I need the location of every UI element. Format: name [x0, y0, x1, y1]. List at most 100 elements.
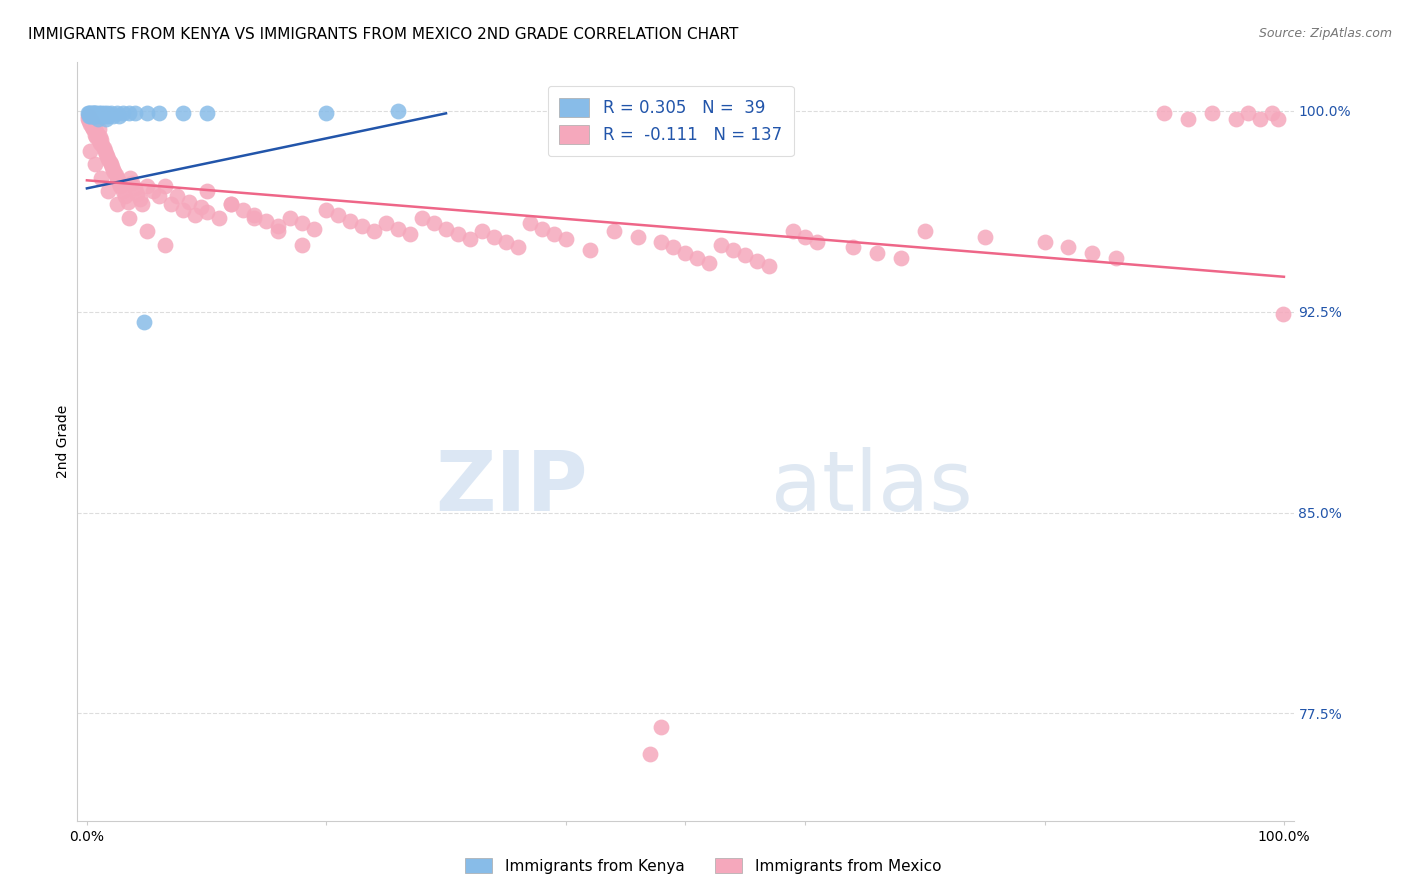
Point: [79, 144, 101, 158]
Point: [1225, 112, 1247, 126]
Legend: R = 0.305   N =  39, R =  -0.111   N = 137: R = 0.305 N = 39, R = -0.111 N = 137: [548, 86, 793, 156]
Point: [153, 237, 176, 252]
Point: [195, 106, 218, 120]
Point: [375, 216, 398, 230]
Point: [79, 109, 101, 123]
Point: [363, 224, 385, 238]
Text: ZIP: ZIP: [436, 447, 588, 527]
Point: [83, 109, 105, 123]
Point: [530, 221, 553, 235]
Point: [87, 133, 110, 147]
Point: [291, 216, 314, 230]
Point: [482, 229, 505, 244]
Point: [135, 224, 157, 238]
Point: [94, 112, 117, 126]
Point: [794, 229, 817, 244]
Point: [1057, 240, 1080, 254]
Point: [1153, 106, 1175, 120]
Point: [82, 106, 104, 120]
Point: [1201, 106, 1223, 120]
Point: [177, 194, 200, 209]
Point: [79, 114, 101, 128]
Point: [1261, 106, 1284, 120]
Point: [87, 106, 110, 120]
Y-axis label: 2nd Grade: 2nd Grade: [56, 405, 70, 478]
Point: [172, 106, 194, 120]
Point: [339, 213, 361, 227]
Point: [866, 245, 889, 260]
Point: [914, 224, 936, 238]
Point: [90, 170, 112, 185]
Point: [79, 106, 101, 120]
Point: [105, 197, 128, 211]
Point: [94, 144, 117, 158]
Point: [97, 152, 120, 166]
Point: [172, 202, 194, 217]
Point: [118, 106, 141, 120]
Point: [207, 211, 229, 225]
Point: [77, 109, 100, 123]
Point: [782, 224, 804, 238]
Point: [638, 747, 661, 761]
Point: [94, 146, 117, 161]
Point: [121, 176, 143, 190]
Point: [118, 170, 141, 185]
Point: [79, 112, 101, 126]
Point: [83, 122, 105, 136]
Point: [256, 213, 278, 227]
Point: [148, 189, 170, 203]
Point: [495, 235, 517, 249]
Point: [93, 141, 115, 155]
Point: [267, 219, 290, 233]
Point: [699, 256, 721, 270]
Point: [434, 221, 457, 235]
Point: [90, 133, 112, 147]
Point: [91, 138, 114, 153]
Point: [148, 106, 170, 120]
Point: [153, 178, 176, 193]
Legend: Immigrants from Kenya, Immigrants from Mexico: Immigrants from Kenya, Immigrants from M…: [458, 852, 948, 880]
Point: [127, 186, 149, 201]
Point: [650, 720, 672, 734]
Point: [82, 117, 104, 131]
Point: [1237, 106, 1260, 120]
Point: [89, 109, 111, 123]
Point: [135, 178, 157, 193]
Point: [890, 251, 912, 265]
Point: [96, 149, 118, 163]
Point: [84, 122, 107, 136]
Point: [806, 235, 828, 249]
Point: [82, 122, 104, 136]
Point: [124, 181, 146, 195]
Point: [315, 106, 337, 120]
Point: [190, 200, 212, 214]
Point: [159, 197, 181, 211]
Point: [86, 106, 108, 120]
Point: [231, 202, 253, 217]
Point: [399, 227, 422, 241]
Point: [79, 109, 101, 123]
Point: [387, 103, 409, 118]
Point: [103, 162, 125, 177]
Point: [578, 243, 600, 257]
Point: [291, 237, 314, 252]
Point: [723, 243, 745, 257]
Point: [471, 224, 494, 238]
Point: [86, 125, 108, 139]
Point: [107, 173, 129, 187]
Point: [626, 229, 648, 244]
Point: [83, 120, 105, 134]
Point: [1267, 112, 1289, 126]
Point: [543, 227, 565, 241]
Point: [662, 240, 685, 254]
Point: [1105, 251, 1128, 265]
Point: [219, 197, 242, 211]
Point: [842, 240, 865, 254]
Point: [97, 184, 120, 198]
Point: [91, 109, 114, 123]
Point: [135, 106, 157, 120]
Point: [84, 157, 107, 171]
Point: [94, 109, 117, 123]
Point: [86, 112, 108, 126]
Point: [86, 130, 108, 145]
